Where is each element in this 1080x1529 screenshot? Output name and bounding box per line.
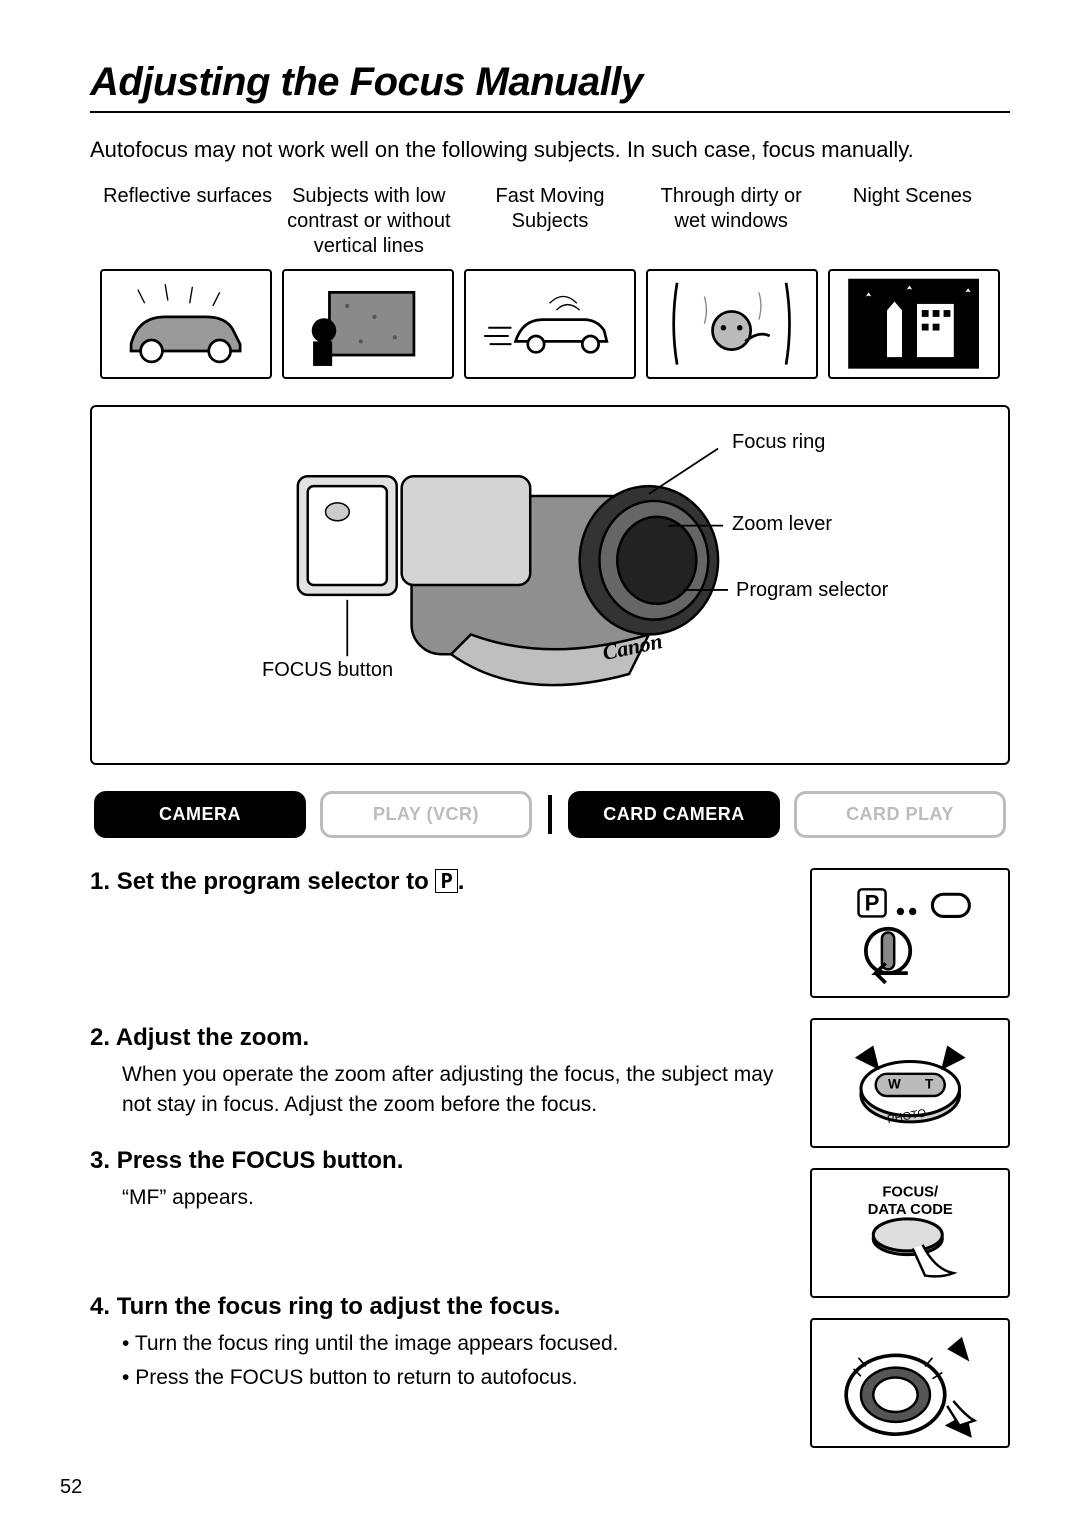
intro-text: Autofocus may not work well on the follo…: [90, 135, 1010, 166]
step-head-text: Press the FOCUS button.: [117, 1147, 404, 1174]
step-bullets: Turn the focus ring until the image appe…: [90, 1329, 790, 1394]
title-rule: [90, 111, 1010, 113]
thumb-low-contrast: [282, 269, 454, 379]
subject-thumbs-row: [90, 269, 1010, 379]
bullet-item: Press the FOCUS button to return to auto…: [122, 1363, 790, 1393]
thumb-night-scene: [828, 269, 1000, 379]
step-body: “MF” appears.: [90, 1183, 790, 1213]
step-num: 1.: [90, 868, 110, 895]
step-head-text: Turn the focus ring to adjust the focus.: [117, 1293, 561, 1320]
page-number: 52: [60, 1476, 82, 1499]
svg-text:FOCUS/: FOCUS/: [882, 1185, 938, 1201]
p-symbol-icon: P: [435, 869, 457, 893]
page-title: Adjusting the Focus Manually: [90, 60, 1010, 105]
thumb-fast-moving: [464, 269, 636, 379]
step-num: 3.: [90, 1147, 110, 1174]
svg-text:T: T: [925, 1077, 934, 1092]
thumb-reflective-car: [100, 269, 272, 379]
label-zoom-lever: Zoom lever: [732, 513, 832, 536]
thumb-dirty-window: [646, 269, 818, 379]
mode-camera: CAMERA: [94, 791, 306, 838]
steps-area: 1. Set the program selector to P. 2. Adj…: [90, 868, 1010, 1448]
subject-label: Through dirty or wet windows: [644, 184, 819, 259]
illust-focus-ring: [810, 1318, 1010, 1448]
step-head-post: .: [458, 868, 465, 895]
step-2: 2. Adjust the zoom. When you operate the…: [90, 1024, 790, 1121]
subject-label: Reflective surfaces: [100, 184, 275, 259]
mode-card-play: CARD PLAY: [794, 791, 1006, 838]
label-program-selector: Program selector: [736, 579, 888, 602]
illust-program-selector: P: [810, 868, 1010, 998]
svg-text:P: P: [864, 891, 879, 916]
illust-zoom-lever: PHOTO W T: [810, 1018, 1010, 1148]
mode-divider: [548, 795, 552, 834]
step-body: When you operate the zoom after adjustin…: [90, 1060, 790, 1121]
subject-label: Subjects with low contrast or without ve…: [281, 184, 456, 259]
step-num: 4.: [90, 1293, 110, 1320]
step-head-text: Set the program selector to: [117, 868, 436, 895]
mode-play-vcr: PLAY (VCR): [320, 791, 532, 838]
svg-text:W: W: [888, 1077, 901, 1092]
step-head-text: Adjust the zoom.: [116, 1024, 309, 1051]
bullet-item: Turn the focus ring until the image appe…: [122, 1329, 790, 1359]
camera-diagram: Canon FOCUS button Focus ring Zoom lever…: [90, 405, 1010, 765]
subject-labels-row: Reflective surfaces Subjects with low co…: [90, 184, 1010, 259]
subject-label: Night Scenes: [825, 184, 1000, 259]
step-num: 2.: [90, 1024, 110, 1051]
illust-focus-button: FOCUS/ DATA CODE: [810, 1168, 1010, 1298]
label-focus-button: FOCUS button: [262, 659, 393, 682]
subject-label: Fast Moving Subjects: [462, 184, 637, 259]
mode-card-camera: CARD CAMERA: [568, 791, 780, 838]
label-focus-ring: Focus ring: [732, 431, 825, 454]
mode-indicator-row: CAMERA PLAY (VCR) CARD CAMERA CARD PLAY: [90, 791, 1010, 838]
step-1: 1. Set the program selector to P.: [90, 868, 790, 998]
step-3: 3. Press the FOCUS button. “MF” appears.: [90, 1147, 790, 1267]
svg-text:DATA CODE: DATA CODE: [867, 1202, 952, 1218]
step-4: 4. Turn the focus ring to adjust the foc…: [90, 1293, 790, 1394]
